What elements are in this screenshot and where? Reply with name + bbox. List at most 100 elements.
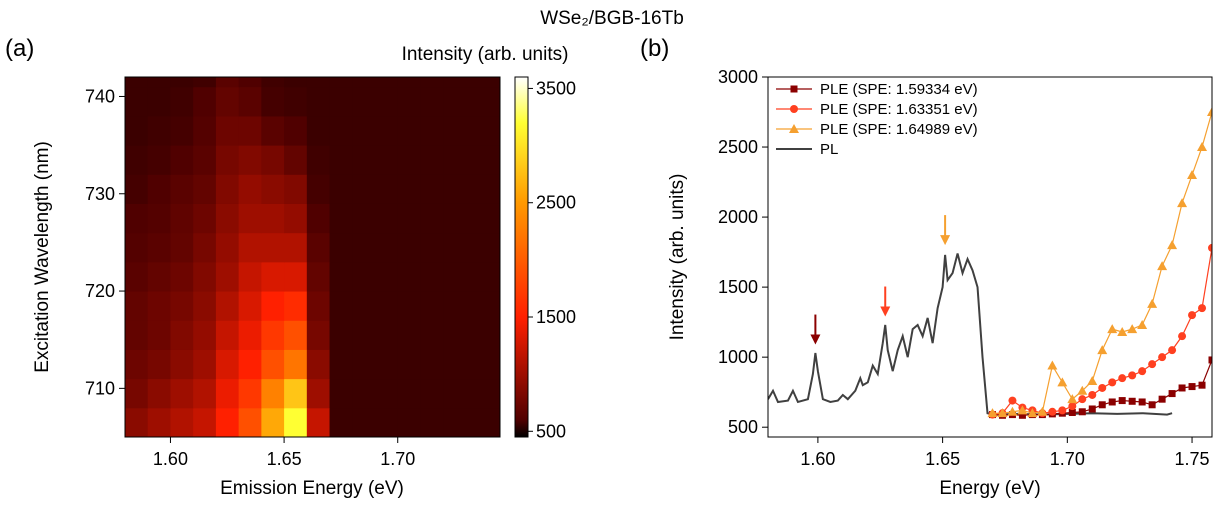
heatmap-cell (330, 145, 353, 175)
heatmap-cell (466, 379, 489, 409)
heatmap-cell (466, 262, 489, 292)
heatmap-cell (466, 233, 489, 263)
heatmap-cell (466, 408, 489, 438)
heatmap-cell (125, 408, 148, 438)
heatmap-cell (170, 145, 193, 175)
colorbar-tick-label: 2500 (536, 193, 576, 213)
marker (1079, 408, 1086, 415)
heatmap-cell (352, 320, 375, 350)
heatmap-cell (307, 87, 330, 117)
heatmap-cell (330, 349, 353, 379)
heatmap-cell (352, 291, 375, 321)
y-axis-label: Excitation Wavelength (nm) (32, 141, 53, 373)
colorbar (515, 77, 528, 437)
heatmap-cell (330, 174, 353, 204)
marker (1097, 345, 1107, 354)
y-tick-label: 1000 (718, 347, 758, 367)
marker (1128, 371, 1136, 379)
heatmap-cell (170, 58, 193, 88)
marker (1169, 390, 1176, 397)
heatmap-cell (352, 379, 375, 409)
heatmap-cell (216, 58, 239, 88)
heatmap-cell (170, 233, 193, 263)
heatmap-cell (443, 349, 466, 379)
panel-label: (a) (5, 35, 34, 62)
heatmap-cell (239, 291, 262, 321)
heatmap-cell (148, 203, 171, 233)
heatmap-cell (284, 320, 307, 350)
heatmap-cell (307, 349, 330, 379)
heatmap-cell (170, 116, 193, 146)
heatmap-cell (170, 320, 193, 350)
heatmap-cell (466, 116, 489, 146)
heatmap-cell (330, 291, 353, 321)
marker (1118, 374, 1126, 382)
heatmap-cell (216, 174, 239, 204)
heatmap-cell (125, 320, 148, 350)
marker (1099, 401, 1106, 408)
x-axis-label: Emission Energy (eV) (220, 478, 404, 499)
legend: PLE (SPE: 1.59334 eV)PLE (SPE: 1.63351 e… (776, 81, 978, 158)
heatmap-cell (284, 116, 307, 146)
heatmap-cell (352, 203, 375, 233)
y-tick-label: 1500 (718, 277, 758, 297)
heatmap-cell (193, 262, 216, 292)
heatmap-cell (330, 203, 353, 233)
marker (1157, 261, 1167, 270)
heatmap-cell (261, 349, 284, 379)
heatmap-cell (284, 174, 307, 204)
heatmap-cell (443, 262, 466, 292)
heatmap-cell (330, 262, 353, 292)
x-tick-label: 1.65 (925, 449, 960, 469)
heatmap-cell (420, 116, 443, 146)
heatmap-cell (148, 408, 171, 438)
marker (1048, 408, 1056, 416)
marker (1008, 397, 1016, 405)
heatmap-cell (375, 116, 398, 146)
x-tick-label: 1.65 (267, 449, 302, 469)
colorbar-tick-label: 3500 (536, 78, 576, 98)
heatmap-cell (307, 379, 330, 409)
heatmap-cell (466, 174, 489, 204)
marker (790, 105, 798, 113)
heatmap-cell (193, 58, 216, 88)
heatmap-cell (307, 174, 330, 204)
y-tick-label: 730 (85, 184, 115, 204)
marker (1089, 405, 1096, 412)
heatmap-cell (148, 233, 171, 263)
heatmap-cell (239, 379, 262, 409)
heatmap-cell (443, 87, 466, 117)
heatmap-cell (420, 174, 443, 204)
y-tick-label: 2500 (718, 137, 758, 157)
heatmap-cell (261, 145, 284, 175)
heatmap-cell (375, 349, 398, 379)
heatmap-cell (125, 379, 148, 409)
x-tick-label: 1.60 (153, 449, 188, 469)
heatmap-cell (352, 58, 375, 88)
heatmap-cell (125, 233, 148, 263)
marker (1047, 361, 1057, 370)
heatmap-cell (125, 262, 148, 292)
heatmap-cell (307, 145, 330, 175)
heatmap-cell (125, 58, 148, 88)
heatmap-cell (261, 203, 284, 233)
y-axis-label: Intensity (arb. units) (667, 174, 688, 341)
heatmap-cell (284, 233, 307, 263)
heatmap-cell (420, 87, 443, 117)
series-line (992, 112, 1212, 413)
x-tick-label: 1.75 (1175, 449, 1210, 469)
heatmap-cell (443, 174, 466, 204)
heatmap-cell (239, 116, 262, 146)
heatmap-cell (261, 58, 284, 88)
y-tick-label: 2000 (718, 207, 758, 227)
marker (1087, 376, 1097, 385)
heatmap-cell (352, 349, 375, 379)
marker (1147, 299, 1157, 308)
heatmap-cell (284, 291, 307, 321)
heatmap-cell (398, 203, 421, 233)
marker (1198, 304, 1206, 312)
heatmap-cell (352, 174, 375, 204)
marker (1187, 170, 1197, 179)
heatmap-cell (398, 349, 421, 379)
heatmap-cell (307, 408, 330, 438)
